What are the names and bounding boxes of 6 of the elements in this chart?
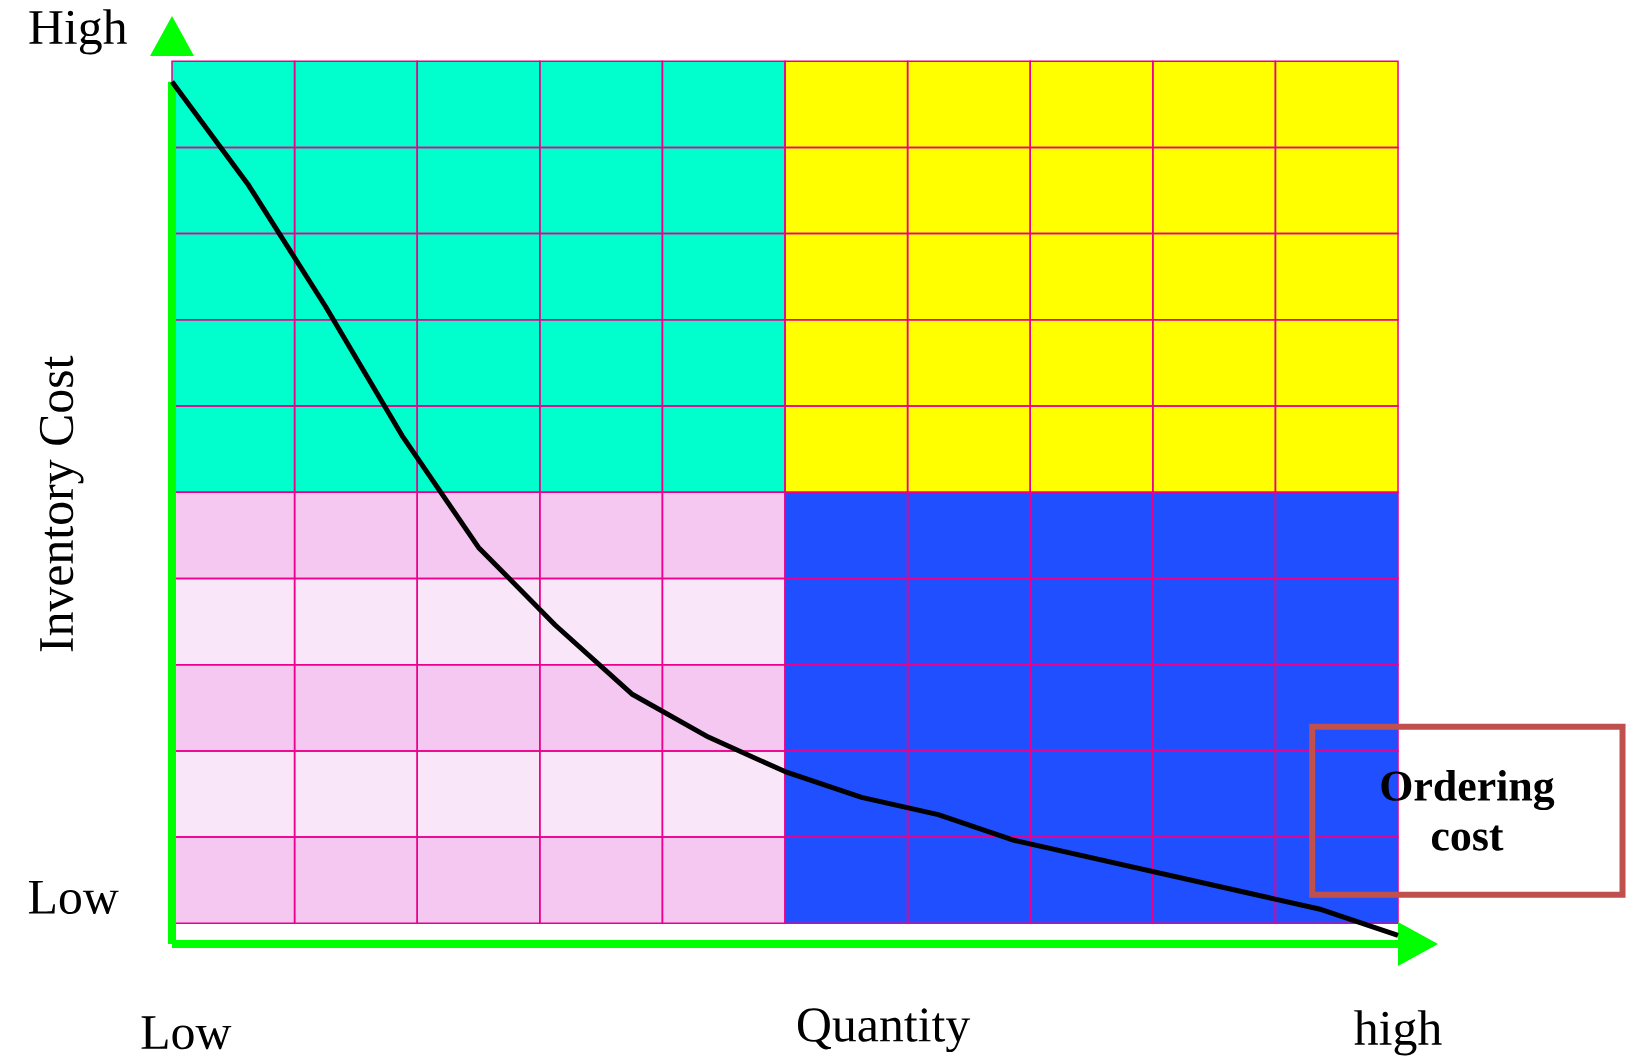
- text: high: [1354, 1010, 1442, 1056]
- text: High: [29, 9, 127, 55]
- y-axis-title: Inventory Cost: [39, 355, 84, 652]
- text: Low: [141, 1016, 232, 1050]
- x-axis-title: Quantity: [797, 1008, 971, 1053]
- text: Low: [28, 880, 119, 914]
